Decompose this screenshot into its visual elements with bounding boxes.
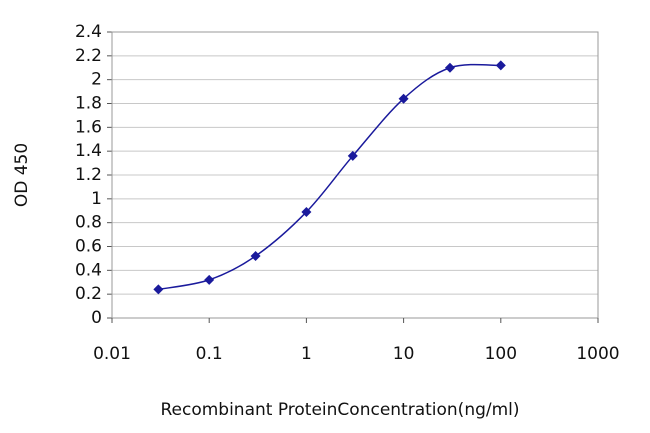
data-point — [204, 274, 215, 285]
x-axis-label: Recombinant ProteinConcentration(ng/ml) — [160, 400, 519, 420]
y-axis-label: OD 450 — [12, 143, 32, 207]
data-point — [444, 62, 455, 73]
y-tick-label: 0.4 — [75, 260, 102, 280]
data-point — [398, 93, 409, 104]
y-tick-label: 2.2 — [75, 46, 102, 66]
data-line — [158, 63, 501, 291]
data-point — [495, 60, 506, 71]
data-point — [153, 284, 164, 295]
x-tick-label: 100 — [485, 344, 517, 364]
y-tick-label: 1.2 — [75, 165, 102, 185]
y-tick-label: 1 — [91, 189, 102, 209]
plot-border — [111, 31, 599, 319]
y-tick-label: 1.6 — [75, 117, 102, 137]
data-point — [301, 206, 312, 217]
x-tick-label: 0.01 — [93, 344, 131, 364]
y-tick-label: 2.4 — [75, 22, 102, 42]
x-tick-label: 0.1 — [196, 344, 223, 364]
data-point — [250, 251, 261, 262]
data-point — [347, 150, 358, 161]
y-tick-label: 0.2 — [75, 284, 102, 304]
y-tick-label: 0.8 — [75, 213, 102, 233]
y-tick-label: 0.6 — [75, 237, 102, 257]
y-tick-label: 2 — [91, 70, 102, 90]
y-tick-label: 0 — [91, 308, 102, 328]
x-tick-label: 10 — [393, 344, 415, 364]
x-tick-label: 1 — [301, 344, 312, 364]
x-tick-label: 1000 — [576, 344, 619, 364]
y-tick-label: 1.8 — [75, 94, 102, 114]
y-tick-label: 1.4 — [75, 141, 102, 161]
